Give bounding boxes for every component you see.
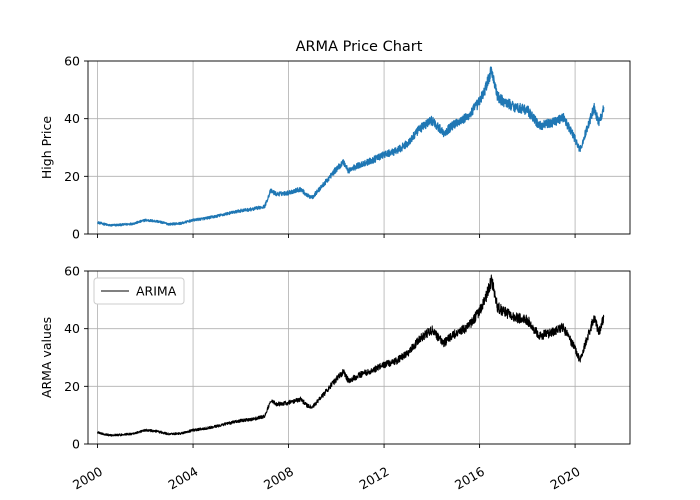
y-tick-label: 0 bbox=[72, 437, 80, 452]
y-tick-label: 60 bbox=[64, 54, 80, 69]
y-axis-label: ARMA values bbox=[39, 317, 54, 398]
y-tick-label: 40 bbox=[64, 111, 80, 126]
series-line bbox=[97, 274, 605, 437]
x-tick-label: 2020 bbox=[548, 464, 583, 493]
legend-label: ARIMA bbox=[136, 284, 177, 299]
series-line bbox=[97, 66, 605, 227]
x-tick-label: 2004 bbox=[166, 464, 201, 493]
x-tick-label: 2016 bbox=[452, 464, 487, 493]
y-axis-label: High Price bbox=[39, 116, 54, 180]
legend-box bbox=[93, 277, 185, 305]
y-tick-label: 20 bbox=[64, 379, 80, 394]
x-tick-label: 2012 bbox=[357, 464, 392, 493]
axes-frame bbox=[87, 60, 631, 235]
y-tick-label: 20 bbox=[64, 169, 80, 184]
y-tick-label: 60 bbox=[64, 264, 80, 279]
price-chart-panel: 0 20 40 60 High Price bbox=[39, 54, 631, 242]
y-tick-label: 0 bbox=[72, 227, 80, 242]
axes-frame bbox=[87, 270, 631, 445]
y-tick-label: 40 bbox=[64, 321, 80, 336]
x-tick-label: 2008 bbox=[261, 464, 296, 493]
arma-values-panel: 0 20 40 60 2000 2004 2008 2012 2016 2020 ARMA valu… bbox=[39, 264, 631, 493]
x-tick-label: 2000 bbox=[70, 464, 105, 493]
chart-title: ARMA Price Chart bbox=[296, 39, 423, 55]
